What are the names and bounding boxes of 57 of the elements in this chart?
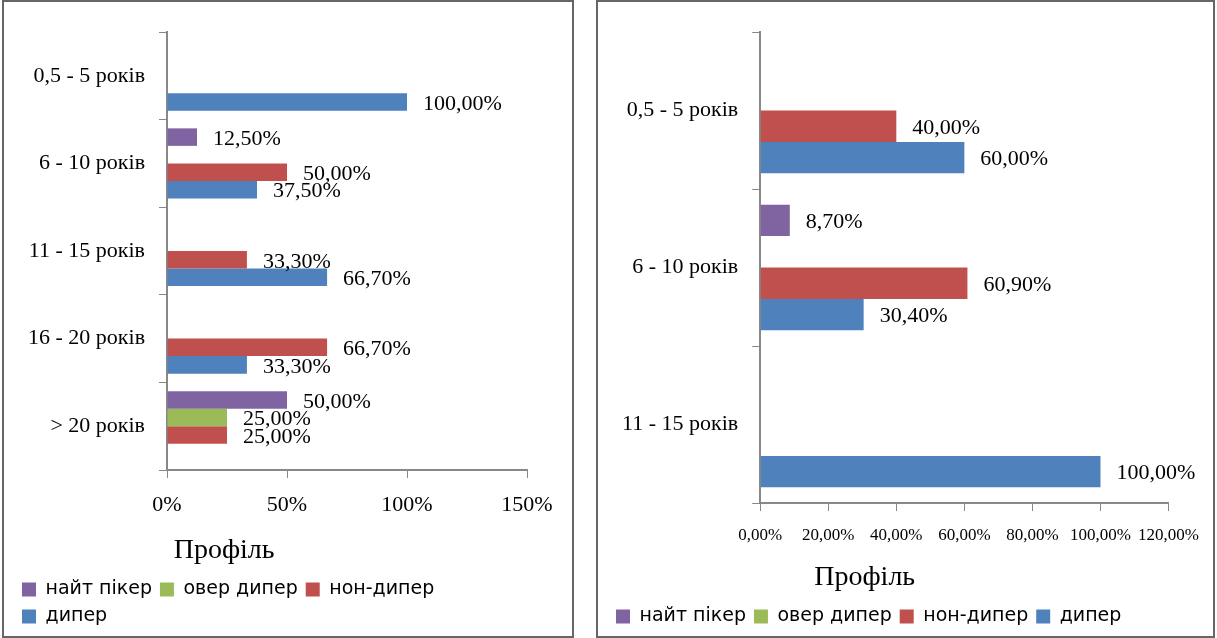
y-tick-label: > 20 років [50, 411, 146, 437]
data-label: 66,70% [343, 335, 411, 361]
data-label: 60,90% [983, 270, 1052, 296]
bar [167, 391, 288, 409]
data-label: 100,00% [423, 89, 502, 115]
legend-label: нон-дипер [329, 576, 435, 599]
y-tick-label: 6 - 10 років [39, 149, 146, 175]
bar [167, 163, 288, 181]
bar [760, 141, 965, 174]
x-tick-label: 120,00% [1138, 524, 1200, 544]
data-label: 40,00% [912, 113, 981, 139]
y-tick-label: 16 - 20 років [28, 324, 146, 350]
x-tick-label: 80,00% [1006, 524, 1059, 544]
bar [167, 408, 228, 427]
legend-label: найт пікер [639, 603, 746, 626]
bar [167, 93, 408, 111]
x-tick-label: 0,00% [738, 524, 783, 544]
legend-title: Профіль [173, 532, 275, 564]
bar [760, 110, 897, 142]
data-label: 30,40% [879, 302, 948, 328]
data-label: 66,70% [343, 265, 411, 291]
x-tick-label: 150% [501, 490, 553, 516]
bar [760, 267, 968, 299]
data-label: 33,30% [262, 247, 331, 273]
data-label: 100,00% [1116, 459, 1196, 485]
y-tick-label: 11 - 15 років [622, 410, 739, 436]
bar [760, 455, 1101, 488]
y-tick-label: 6 - 10 років [632, 253, 739, 279]
bar [760, 298, 864, 331]
bar [167, 180, 258, 199]
x-tick-label: 60,00% [938, 524, 991, 544]
x-tick-label: 100% [381, 490, 433, 516]
y-tick-label: 0,5 - 5 років [626, 96, 739, 122]
legend-label: найт пікер [45, 576, 152, 599]
legend-label: дипер [1059, 603, 1122, 626]
y-tick-label: 0,5 - 5 років [33, 61, 146, 87]
bar [760, 204, 790, 237]
data-label: 60,00% [980, 145, 1049, 171]
legend-title: Профіль [814, 559, 916, 591]
x-tick-label: 100,00% [1070, 524, 1131, 544]
legend-label: овер дипер [183, 576, 298, 599]
bar [167, 251, 247, 269]
legend-label: дипер [45, 603, 108, 626]
bar [167, 356, 247, 374]
legend-label: нон-дипер [923, 603, 1029, 626]
data-label: 12,50% [213, 124, 281, 150]
x-tick-label: 20,00% [802, 524, 855, 544]
x-tick-label: 50% [266, 490, 308, 516]
bar [167, 426, 228, 444]
data-label: 8,70% [805, 208, 863, 234]
bar [167, 128, 198, 146]
legend-label: овер дипер [777, 603, 892, 626]
data-label: 33,30% [262, 352, 331, 378]
bar [167, 338, 328, 357]
y-tick-label: 11 - 15 років [28, 236, 146, 262]
x-tick-label: 0% [152, 490, 182, 516]
x-tick-label: 40,00% [870, 524, 923, 544]
